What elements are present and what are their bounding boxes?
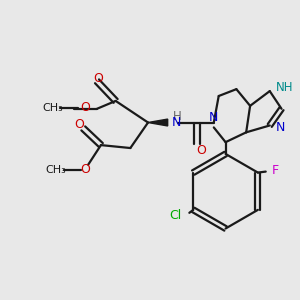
Text: O: O	[196, 145, 206, 158]
Text: Cl: Cl	[169, 209, 182, 222]
Polygon shape	[148, 119, 168, 126]
Text: N: N	[172, 116, 181, 129]
Text: O: O	[80, 101, 90, 114]
Text: O: O	[74, 118, 84, 131]
Text: CH₃: CH₃	[43, 103, 63, 113]
Text: H: H	[172, 110, 181, 123]
Text: N: N	[209, 111, 218, 124]
Text: NH: NH	[276, 81, 293, 94]
Text: O: O	[80, 163, 90, 176]
Text: CH₃: CH₃	[45, 165, 66, 175]
Text: F: F	[272, 164, 279, 177]
Text: O: O	[93, 72, 103, 85]
Text: N: N	[276, 121, 285, 134]
